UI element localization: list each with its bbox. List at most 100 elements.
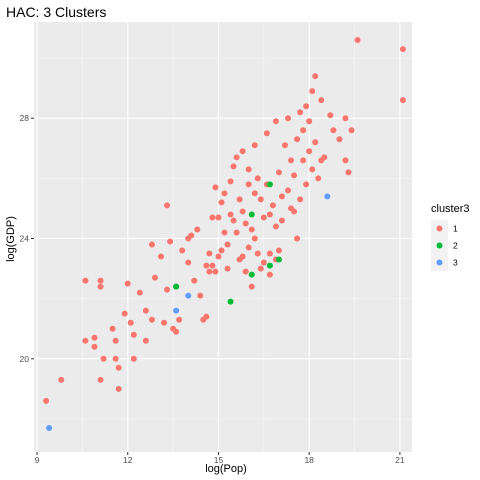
point-cluster-1 bbox=[224, 241, 231, 248]
point-cluster-1 bbox=[257, 196, 264, 203]
point-cluster-1 bbox=[206, 250, 213, 257]
point-cluster-1 bbox=[251, 235, 258, 242]
point-cluster-1 bbox=[218, 247, 225, 254]
point-cluster-2 bbox=[266, 262, 273, 269]
point-cluster-3 bbox=[173, 307, 180, 314]
point-cluster-1 bbox=[318, 97, 325, 104]
point-cluster-1 bbox=[245, 166, 252, 173]
point-cluster-1 bbox=[266, 250, 273, 257]
point-cluster-1 bbox=[257, 265, 264, 272]
point-cluster-1 bbox=[115, 385, 122, 392]
plot-panel bbox=[34, 22, 412, 452]
point-cluster-1 bbox=[230, 163, 237, 170]
legend-label-2: 2 bbox=[453, 241, 458, 251]
point-cluster-1 bbox=[260, 214, 267, 221]
point-cluster-1 bbox=[303, 181, 310, 188]
legend-point-2 bbox=[436, 242, 443, 249]
point-cluster-1 bbox=[173, 328, 180, 335]
point-cluster-1 bbox=[136, 289, 143, 296]
point-cluster-1 bbox=[239, 208, 246, 215]
y-tick-label: 24 bbox=[20, 234, 30, 244]
point-cluster-1 bbox=[142, 337, 149, 344]
point-cluster-1 bbox=[82, 337, 89, 344]
x-tick-label: 12 bbox=[123, 455, 133, 465]
y-axis-label: log(GDP) bbox=[5, 216, 17, 262]
point-cluster-1 bbox=[82, 277, 89, 284]
point-cluster-1 bbox=[206, 268, 213, 275]
point-cluster-1 bbox=[127, 319, 134, 326]
point-cluster-1 bbox=[309, 166, 316, 173]
point-cluster-1 bbox=[176, 316, 183, 323]
point-cluster-1 bbox=[275, 247, 282, 254]
point-cluster-1 bbox=[297, 196, 304, 203]
point-cluster-1 bbox=[148, 316, 155, 323]
point-cluster-1 bbox=[43, 397, 50, 404]
point-cluster-1 bbox=[288, 157, 295, 164]
legend: cluster3 1 2 3 bbox=[431, 203, 470, 271]
point-cluster-1 bbox=[291, 172, 298, 179]
point-cluster-1 bbox=[224, 265, 231, 272]
point-cluster-3 bbox=[324, 193, 331, 200]
point-cluster-1 bbox=[197, 292, 204, 299]
point-cluster-2 bbox=[248, 211, 255, 218]
x-axis-label: log(Pop) bbox=[205, 463, 247, 475]
point-cluster-2 bbox=[266, 181, 273, 188]
point-cluster-1 bbox=[112, 355, 119, 362]
point-cluster-1 bbox=[327, 112, 334, 119]
point-cluster-1 bbox=[266, 211, 273, 218]
x-tick-label: 15 bbox=[214, 455, 224, 465]
point-cluster-1 bbox=[212, 184, 219, 191]
point-cluster-2 bbox=[248, 271, 255, 278]
point-cluster-1 bbox=[233, 229, 240, 236]
point-cluster-1 bbox=[97, 376, 104, 383]
point-cluster-1 bbox=[285, 187, 292, 194]
point-cluster-1 bbox=[294, 136, 301, 143]
point-cluster-1 bbox=[97, 277, 104, 284]
point-cluster-1 bbox=[148, 241, 155, 248]
point-cluster-1 bbox=[248, 226, 255, 233]
point-cluster-1 bbox=[281, 142, 288, 149]
point-cluster-1 bbox=[354, 37, 361, 44]
axis-ticks bbox=[31, 117, 401, 455]
point-cluster-1 bbox=[218, 199, 225, 206]
legend-point-3 bbox=[436, 259, 443, 266]
point-cluster-1 bbox=[100, 355, 107, 362]
point-cluster-1 bbox=[164, 202, 171, 209]
point-cluster-1 bbox=[151, 274, 158, 281]
point-cluster-1 bbox=[266, 271, 273, 278]
point-cluster-1 bbox=[291, 208, 298, 215]
point-cluster-1 bbox=[251, 142, 258, 149]
point-cluster-1 bbox=[179, 247, 186, 254]
point-cluster-1 bbox=[248, 283, 255, 290]
y-tick-label: 20 bbox=[20, 354, 30, 364]
point-cluster-1 bbox=[278, 193, 285, 200]
point-cluster-1 bbox=[221, 229, 228, 236]
point-cluster-3 bbox=[185, 292, 192, 299]
x-tick-label: 18 bbox=[304, 455, 314, 465]
point-cluster-1 bbox=[233, 154, 240, 161]
point-cluster-1 bbox=[297, 109, 304, 116]
point-cluster-1 bbox=[348, 127, 355, 134]
point-cluster-1 bbox=[185, 259, 192, 266]
point-cluster-1 bbox=[342, 157, 349, 164]
point-cluster-1 bbox=[254, 250, 261, 257]
point-cluster-1 bbox=[194, 226, 201, 233]
point-cluster-1 bbox=[251, 190, 258, 197]
point-cluster-1 bbox=[242, 220, 249, 227]
chart-title: HAC: 3 Clusters bbox=[6, 4, 106, 20]
point-cluster-2 bbox=[275, 256, 282, 263]
point-cluster-1 bbox=[275, 169, 282, 176]
point-cluster-1 bbox=[330, 127, 337, 134]
point-cluster-1 bbox=[97, 283, 104, 290]
legend-label-3: 3 bbox=[453, 258, 458, 268]
point-cluster-1 bbox=[212, 268, 219, 275]
legend-title: cluster3 bbox=[431, 203, 470, 215]
point-cluster-1 bbox=[115, 364, 122, 371]
point-cluster-1 bbox=[209, 262, 216, 269]
point-cluster-1 bbox=[242, 268, 249, 275]
point-cluster-1 bbox=[300, 127, 307, 134]
point-cluster-1 bbox=[109, 325, 116, 332]
point-cluster-1 bbox=[321, 154, 328, 161]
point-cluster-1 bbox=[309, 88, 316, 95]
point-cluster-1 bbox=[300, 157, 307, 164]
